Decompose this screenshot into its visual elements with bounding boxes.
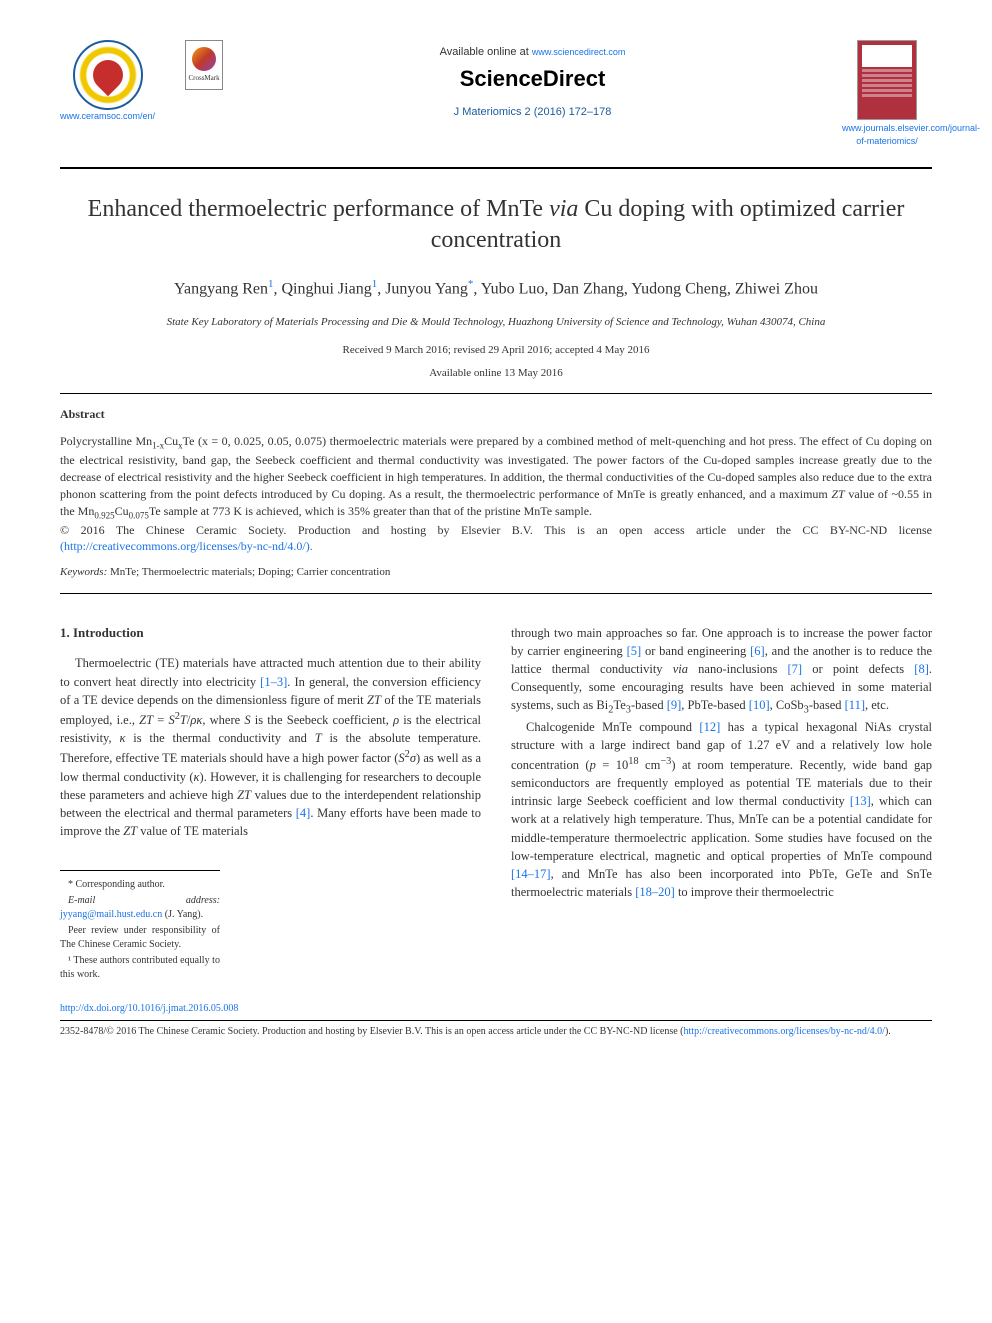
- footer-license-close: ).: [885, 1026, 891, 1037]
- abstract-heading: Abstract: [60, 406, 932, 423]
- abstract-copyright: © 2016 The Chinese Ceramic Society. Prod…: [60, 523, 932, 537]
- abstract-body: Polycrystalline Mn1-xCuxTe (x = 0, 0.025…: [60, 433, 932, 555]
- email-label: E-mail address:: [68, 895, 220, 906]
- body-columns: 1. Introduction Thermoelectric (TE) mate…: [60, 624, 932, 984]
- sciencedirect-url[interactable]: www.sciencedirect.com: [532, 47, 626, 57]
- col2-para-1: through two main approaches so far. One …: [511, 624, 932, 718]
- rule-top: [60, 167, 932, 169]
- date-online: Available online 13 May 2016: [60, 366, 932, 381]
- affiliation: State Key Laboratory of Materials Proces…: [60, 315, 932, 330]
- column-left: 1. Introduction Thermoelectric (TE) mate…: [60, 624, 481, 984]
- column-right: through two main approaches so far. One …: [511, 624, 932, 984]
- header-right: www.journals.elsevier.com/journal-of-mat…: [842, 40, 932, 147]
- header-row: www.ceramsoc.com/en/ CrossMark Available…: [60, 40, 932, 147]
- header-center: Available online at www.sciencedirect.co…: [223, 40, 842, 121]
- journal-cover-icon[interactable]: [857, 40, 917, 120]
- corresponding-email-link[interactable]: jyyang@mail.hust.edu.cn: [60, 909, 162, 920]
- abstract-text: Polycrystalline Mn1-xCuxTe (x = 0, 0.025…: [60, 434, 932, 517]
- page-container: www.ceramsoc.com/en/ CrossMark Available…: [0, 0, 992, 1069]
- section-1-heading: 1. Introduction: [60, 624, 481, 643]
- available-online-text: Available online at www.sciencedirect.co…: [223, 45, 842, 60]
- rule-below-keywords: [60, 593, 932, 594]
- society-link[interactable]: www.ceramsoc.com/en/: [60, 110, 155, 123]
- col2-para-2: Chalcogenide MnTe compound [12] has a ty…: [511, 718, 932, 901]
- keywords-row: Keywords: MnTe; Thermoelectric materials…: [60, 565, 932, 580]
- col1-para-1: Thermoelectric (TE) materials have attra…: [60, 654, 481, 840]
- sciencedirect-logo: ScienceDirect: [223, 64, 842, 95]
- rule-above-abstract: [60, 393, 932, 394]
- article-title: Enhanced thermoelectric performance of M…: [60, 194, 932, 256]
- footnotes-block: * Corresponding author. E-mail address: …: [60, 870, 220, 983]
- author-list: Yangyang Ren1, Qinghui Jiang1, Junyou Ya…: [60, 277, 932, 301]
- footnote-corresponding: * Corresponding author.: [60, 878, 220, 893]
- email-suffix: (J. Yang).: [162, 909, 203, 920]
- journal-citation: J Materiomics 2 (2016) 172–178: [223, 105, 842, 120]
- footnote-equal-contrib: ¹ These authors contributed equally to t…: [60, 954, 220, 983]
- footer-rule: [60, 1020, 932, 1021]
- keywords-label: Keywords:: [60, 566, 107, 578]
- crossmark-icon: CrossMark: [185, 40, 223, 90]
- keywords-text: MnTe; Thermoelectric materials; Doping; …: [107, 566, 390, 578]
- ceramic-society-logo-icon: [73, 40, 143, 110]
- footnote-email: E-mail address: jyyang@mail.hust.edu.cn …: [60, 894, 220, 923]
- doi-link[interactable]: http://dx.doi.org/10.1016/j.jmat.2016.05…: [60, 1003, 238, 1014]
- header-left: www.ceramsoc.com/en/ CrossMark: [60, 40, 223, 123]
- society-logo-block: www.ceramsoc.com/en/: [60, 40, 155, 123]
- footer-block: http://dx.doi.org/10.1016/j.jmat.2016.05…: [60, 1002, 932, 1039]
- available-prefix: Available online at: [440, 46, 532, 58]
- date-received: Received 9 March 2016; revised 29 April …: [60, 343, 932, 358]
- crossmark-label: CrossMark: [188, 74, 219, 84]
- crossmark-block[interactable]: CrossMark: [185, 40, 223, 90]
- journal-homepage-link[interactable]: www.journals.elsevier.com/journal-of-mat…: [842, 122, 932, 147]
- footer-license-link[interactable]: http://creativecommons.org/licenses/by-n…: [684, 1026, 885, 1037]
- footer-issn-text: 2352-8478/© 2016 The Chinese Ceramic Soc…: [60, 1026, 684, 1037]
- footnote-peer-review: Peer review under responsibility of The …: [60, 924, 220, 953]
- license-link[interactable]: (http://creativecommons.org/licenses/by-…: [60, 539, 313, 553]
